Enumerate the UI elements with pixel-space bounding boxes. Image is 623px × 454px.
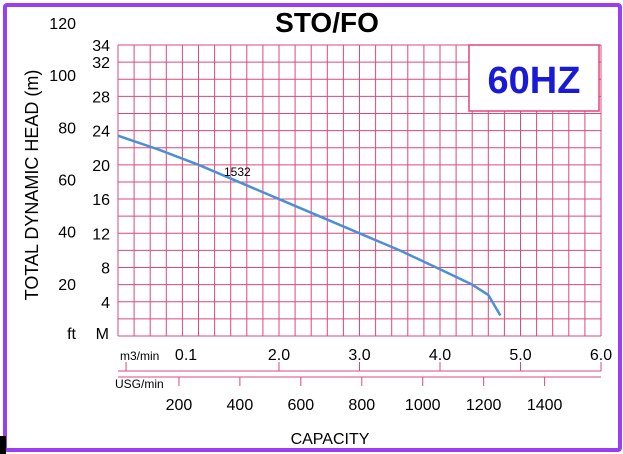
chart-frame <box>3 3 622 452</box>
x-unit-m3: m3/min <box>120 349 159 363</box>
y-tick-m: 4 <box>101 295 110 312</box>
grid <box>117 44 602 337</box>
series-group: 1532 <box>117 134 502 317</box>
y-tick-m: 8 <box>101 261 110 278</box>
y-unit-m: M <box>96 326 109 343</box>
x-tick-m3: 6.0 <box>590 347 612 364</box>
x-tick-usg: 1000 <box>405 397 441 414</box>
y-axis-label: TOTAL DYNAMIC HEAD (m) <box>22 70 42 301</box>
x-axis-label: CAPACITY <box>291 431 370 448</box>
y-tick-ft: 120 <box>49 16 76 33</box>
x-tick-usg: 200 <box>166 397 193 414</box>
y-tick-m: 12 <box>92 226 110 243</box>
y-ticks-ft: 120 100 80 60 40 20 <box>49 16 76 294</box>
x-tick-m3: 0.1 <box>175 347 197 364</box>
x-tick-m3: 5.0 <box>509 347 531 364</box>
x-tick-usg: 1400 <box>527 397 563 414</box>
badge-box <box>468 44 600 112</box>
y-tick-ft: 80 <box>58 120 76 137</box>
x-axis-lines <box>118 370 601 378</box>
series-label: 1532 <box>224 165 251 179</box>
y-unit-ft: ft <box>67 326 76 343</box>
x-tick-usg: 400 <box>227 397 254 414</box>
y-tick-m: 28 <box>92 89 110 106</box>
x-tick-usg: 800 <box>348 397 375 414</box>
x-tick-usg: 1200 <box>466 397 502 414</box>
y-tick-m: 32 <box>92 55 110 72</box>
x-unit-usg: USG/min <box>115 377 164 391</box>
y-tick-m: 34 <box>92 38 110 55</box>
series-line <box>117 134 502 317</box>
y-tick-ft: 20 <box>58 277 76 294</box>
x-ticks-m3: 0.1 2.0 3.0 4.0 5.0 6.0 <box>125 347 612 371</box>
x-tick-m3: 2.0 <box>268 347 290 364</box>
chart-title: STO/FO <box>275 7 379 38</box>
y-tick-m: 24 <box>92 124 110 141</box>
corner-mark <box>0 436 6 454</box>
x-tick-usg: 600 <box>287 397 314 414</box>
y-tick-ft: 40 <box>58 225 76 242</box>
x-ticks-usg: 200 400 600 800 1000 1200 1400 <box>166 377 563 414</box>
y-tick-m: 20 <box>92 158 110 175</box>
x-tick-m3: 4.0 <box>429 347 451 364</box>
y-tick-ft: 60 <box>58 172 76 189</box>
y-tick-ft: 100 <box>49 68 76 85</box>
y-tick-m: 16 <box>92 192 110 209</box>
x-tick-m3: 3.0 <box>348 347 370 364</box>
badge-text: 60HZ <box>488 60 581 102</box>
